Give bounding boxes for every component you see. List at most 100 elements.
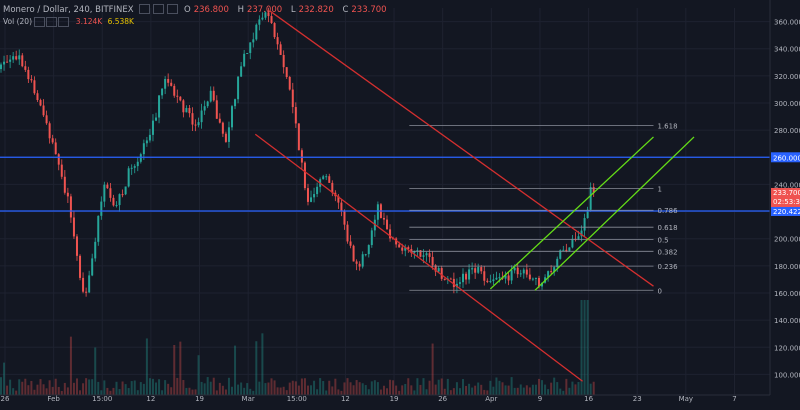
y-tick-label: 120.000 [774, 344, 800, 352]
volume-bar [562, 390, 565, 395]
candle-body [553, 267, 556, 273]
candle-body [452, 278, 455, 288]
candle-body [167, 78, 170, 83]
volume-bar [401, 385, 404, 395]
legend-settings-icon[interactable] [153, 4, 165, 14]
candle-body [69, 196, 72, 218]
volume-bar [382, 385, 385, 395]
symbol-title[interactable]: Monero / Dollar, 240, BITFINEX [3, 4, 134, 15]
volume-bar [501, 382, 504, 395]
volume-bar [127, 388, 130, 395]
y-tick-label: 180.000 [774, 263, 800, 271]
volume-bar [428, 380, 431, 395]
volume-bar [182, 380, 185, 395]
legend-eye-icon[interactable] [139, 4, 151, 14]
candle-body [300, 150, 303, 163]
candle-body [288, 76, 291, 90]
candle-body [142, 143, 145, 155]
volume-bar [294, 381, 297, 395]
candle-body [27, 69, 30, 80]
candle-body [130, 167, 133, 169]
candle-body [106, 184, 109, 189]
candle-body [398, 244, 401, 248]
candle-body [328, 176, 331, 183]
volume-bar [200, 381, 203, 395]
volume-close-icon[interactable] [58, 17, 70, 27]
candle-body [197, 122, 200, 126]
x-tick-label: 12 [146, 395, 155, 403]
trend-line [489, 136, 654, 290]
volume-bar [389, 379, 392, 395]
x-tick-label: 19 [390, 395, 399, 403]
candle-body [267, 12, 270, 17]
volume-bar [39, 379, 42, 395]
volume-bar [525, 385, 528, 395]
volume-bar [410, 385, 413, 395]
volume-bar [583, 300, 586, 395]
candle-body [322, 176, 325, 180]
candle-body [495, 277, 498, 280]
candle-body [139, 154, 142, 162]
volume-bar [218, 382, 221, 395]
candle-body [231, 106, 233, 128]
candle-body [425, 253, 428, 256]
volume-eye-icon[interactable] [34, 17, 46, 27]
last-price-tag [771, 187, 800, 207]
candle-body [133, 166, 136, 168]
legend-close-icon[interactable] [167, 4, 179, 14]
candle-body [489, 281, 492, 283]
candle-body [565, 249, 568, 251]
volume-bar [528, 387, 531, 395]
x-tick-label: Mar [242, 395, 255, 403]
candle-body [404, 247, 407, 251]
candle-body [100, 201, 103, 216]
y-tick-label: 200.000 [774, 236, 800, 244]
candle-body [303, 162, 306, 189]
volume-bars [0, 300, 595, 395]
candle-body [407, 247, 410, 250]
candle-body [88, 275, 91, 293]
candle-body [316, 186, 319, 195]
volume-bar [109, 390, 112, 395]
candle-body [462, 273, 464, 283]
volume-bar [9, 379, 12, 395]
candle-body [94, 241, 97, 259]
volume-bar [556, 382, 559, 395]
volume-bar [592, 381, 595, 395]
volume-bar [419, 384, 422, 395]
candle-body [161, 88, 164, 96]
volume-bar [319, 378, 322, 395]
volume-bar [191, 389, 194, 395]
volume-bar [151, 378, 154, 395]
volume-bar [136, 390, 139, 395]
candle-body [559, 250, 562, 259]
candle-body [255, 24, 258, 40]
candle-body [103, 184, 106, 202]
candle-body [389, 229, 392, 239]
volume-bar [246, 383, 249, 395]
candle-body [240, 66, 243, 77]
volume-bar [206, 377, 209, 395]
volume-bar [215, 390, 218, 395]
volume-bar [325, 390, 328, 395]
candle-body [580, 230, 583, 237]
volume-bar [449, 390, 452, 395]
volume-bar [15, 390, 18, 395]
volume-bar [498, 380, 501, 395]
candle-body [458, 282, 461, 284]
candle-body [82, 277, 85, 292]
candle-body [346, 224, 349, 242]
volume-bar [547, 389, 550, 395]
fib-level-label: 0 [657, 287, 661, 295]
volume-label[interactable]: Vol (20) [3, 17, 33, 26]
volume-settings-icon[interactable] [46, 17, 58, 27]
candle-body [246, 52, 249, 54]
trend-line [269, 10, 654, 287]
candle-body [498, 277, 501, 279]
volume-bar [446, 378, 449, 395]
volume-bar [45, 388, 48, 395]
candle-body [18, 55, 21, 60]
candle-body [54, 142, 57, 155]
